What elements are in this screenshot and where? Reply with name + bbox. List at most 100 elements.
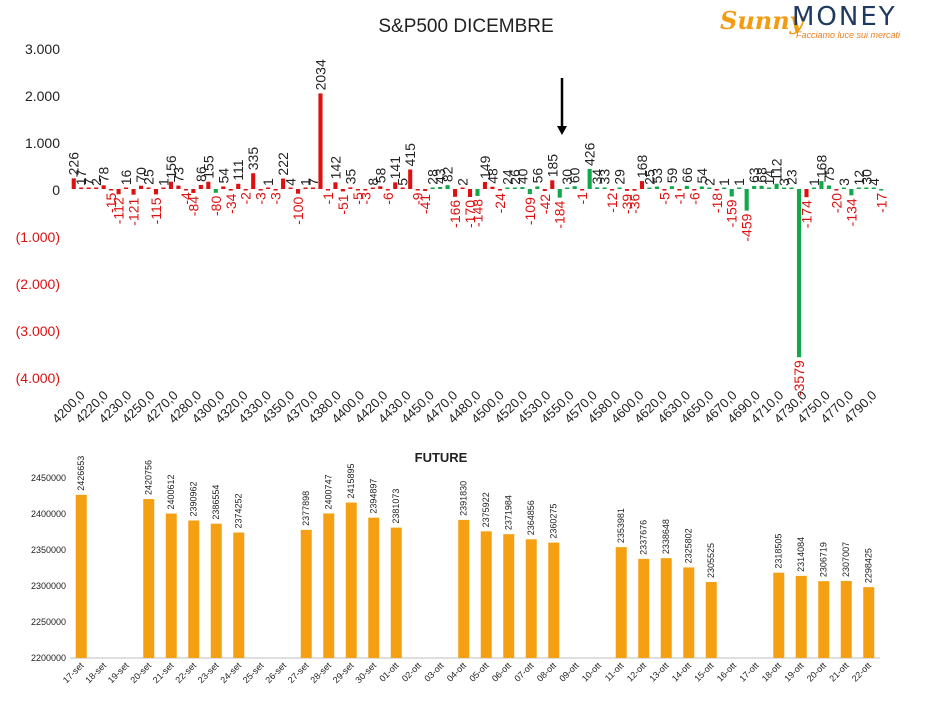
bar	[759, 185, 764, 189]
y-tick-label: (1.000)	[16, 229, 60, 245]
bar	[251, 173, 256, 189]
x-tick-label: 15-ott	[692, 660, 716, 684]
data-label: -17	[873, 193, 889, 213]
future-bar	[660, 558, 672, 658]
data-label: 12	[851, 170, 867, 186]
bar	[363, 189, 368, 191]
data-label: 142	[327, 156, 343, 180]
data-label: 24	[499, 169, 515, 185]
bar	[221, 186, 226, 189]
future-bar	[773, 572, 785, 658]
y-tick-label: 2.000	[25, 88, 60, 104]
x-tick-label: 30-set	[353, 660, 378, 685]
bar	[348, 187, 353, 189]
bar	[767, 187, 772, 189]
x-tick-label: 07-ott	[512, 660, 536, 684]
bar	[213, 189, 218, 193]
data-label: -20	[828, 193, 844, 213]
bar	[258, 189, 263, 191]
bar	[662, 189, 667, 191]
data-label: -15	[103, 192, 119, 212]
future-bar	[615, 547, 627, 658]
data-label: 1	[155, 178, 171, 186]
data-label: -134	[843, 198, 859, 226]
bar	[325, 189, 331, 191]
bar	[116, 189, 121, 195]
bar	[445, 185, 450, 189]
bar	[191, 189, 196, 193]
x-tick-label: 04-ott	[445, 660, 469, 684]
bar	[206, 181, 211, 189]
data-label: 222	[275, 152, 291, 176]
bar	[669, 186, 674, 189]
future-bar	[210, 523, 222, 658]
bar	[138, 185, 144, 189]
data-label: 23	[784, 169, 800, 185]
data-label: -170	[462, 200, 478, 228]
bar	[370, 187, 375, 189]
data-label: -6	[686, 192, 702, 205]
x-tick-label: 14-ott	[670, 660, 694, 684]
x-tick-label: 21-set	[151, 660, 176, 685]
bar	[94, 187, 99, 189]
data-label: 2	[701, 178, 717, 186]
data-label: -34	[223, 193, 239, 213]
future-data-label: 2306719	[819, 542, 829, 577]
data-label: -9	[410, 192, 426, 205]
data-label: 112	[769, 158, 785, 181]
bar	[153, 189, 159, 195]
bar	[871, 187, 876, 189]
future-bar	[323, 513, 335, 658]
data-label: 25	[141, 169, 157, 185]
bar	[79, 187, 84, 189]
future-data-label: 2420756	[144, 460, 154, 495]
x-tick-label: 22-set	[173, 660, 198, 685]
bar	[707, 187, 712, 189]
y-tick-label: (2.000)	[16, 276, 60, 292]
data-label: 70	[133, 167, 149, 183]
x-tick-label: 01-ott	[377, 660, 401, 684]
x-tick-label: 24-set	[218, 660, 243, 685]
future-bar	[705, 582, 717, 658]
data-label: -159	[724, 199, 740, 227]
bar	[273, 189, 278, 191]
bar	[490, 186, 495, 189]
bar	[453, 189, 458, 197]
data-label: 141	[387, 156, 403, 180]
bar	[595, 187, 600, 189]
bar	[796, 189, 802, 358]
bar	[355, 189, 360, 191]
data-label: 1	[731, 178, 747, 186]
data-label: -24	[492, 193, 508, 213]
future-data-label: 2386554	[211, 485, 221, 520]
data-label: 3	[776, 178, 792, 186]
bar	[295, 189, 301, 194]
x-tick-label: 19-set	[106, 660, 131, 685]
bar	[744, 189, 749, 211]
data-label: -112	[111, 197, 127, 224]
y-tick-label: 2300000	[31, 581, 66, 591]
x-tick-label: 20-ott	[805, 660, 829, 684]
x-tick-label: 13-ott	[647, 660, 671, 684]
data-label: 7	[81, 178, 97, 186]
data-label: -2	[238, 192, 254, 205]
bar	[864, 187, 869, 189]
bar	[198, 184, 203, 189]
bar	[632, 189, 637, 191]
bar	[497, 189, 502, 191]
bar	[378, 186, 383, 189]
data-label: 43	[432, 168, 448, 184]
bar	[550, 180, 555, 189]
bar	[654, 186, 660, 189]
future-data-label: 2391830	[459, 481, 469, 516]
x-tick-label: 27-set	[286, 660, 311, 685]
data-label: 35	[342, 169, 358, 185]
bar	[71, 178, 76, 189]
data-label: 415	[402, 143, 418, 167]
data-label: -100	[290, 196, 306, 224]
bar	[565, 187, 570, 189]
data-label: 82	[440, 166, 456, 182]
future-data-label: 2353981	[616, 508, 626, 543]
future-data-label: 2338648	[661, 519, 671, 554]
future-data-label: 2400612	[166, 475, 176, 510]
